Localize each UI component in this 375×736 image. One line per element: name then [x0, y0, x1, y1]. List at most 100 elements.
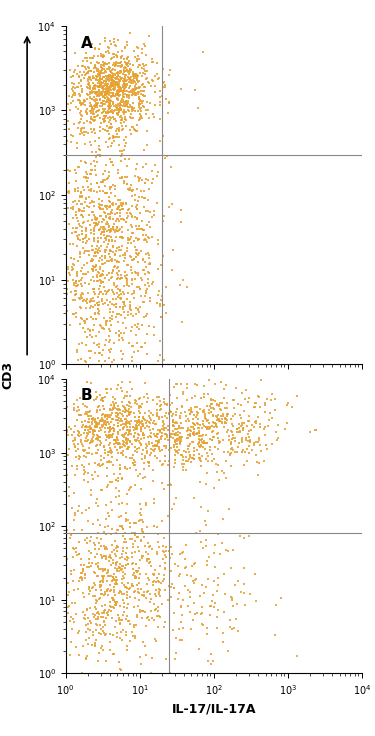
- Point: [144, 96, 150, 107]
- Point: [114, 105, 120, 116]
- Point: [105, 46, 111, 57]
- Point: [93, 214, 99, 226]
- Point: [235, 398, 241, 410]
- Point: [142, 193, 148, 205]
- Point: [102, 73, 108, 85]
- Point: [96, 57, 102, 69]
- Point: [128, 406, 134, 418]
- Point: [101, 50, 107, 62]
- Point: [113, 578, 119, 590]
- Point: [100, 418, 106, 430]
- Point: [132, 70, 138, 82]
- Point: [123, 417, 129, 428]
- Point: [66, 489, 72, 501]
- Point: [120, 101, 126, 113]
- Point: [99, 295, 105, 307]
- Point: [75, 279, 81, 291]
- Point: [78, 436, 84, 448]
- Point: [107, 96, 113, 108]
- Point: [88, 113, 94, 124]
- Point: [82, 573, 88, 584]
- Point: [130, 557, 136, 569]
- Point: [142, 233, 148, 245]
- Point: [116, 104, 122, 116]
- Point: [111, 468, 117, 480]
- Point: [99, 82, 105, 94]
- Point: [117, 110, 123, 122]
- Point: [97, 69, 103, 81]
- Point: [168, 442, 174, 453]
- Point: [120, 87, 126, 99]
- Point: [119, 634, 125, 646]
- Point: [127, 419, 133, 431]
- Point: [72, 294, 78, 306]
- Point: [92, 308, 98, 319]
- Point: [113, 73, 119, 85]
- Point: [117, 520, 123, 532]
- Point: [88, 214, 94, 226]
- Point: [135, 345, 141, 357]
- Point: [98, 623, 104, 634]
- Point: [150, 75, 156, 87]
- Point: [142, 177, 148, 188]
- Point: [102, 314, 108, 326]
- Point: [80, 181, 86, 193]
- Point: [132, 170, 138, 182]
- Point: [107, 296, 113, 308]
- Point: [111, 438, 117, 450]
- Point: [254, 450, 260, 461]
- Point: [174, 378, 180, 389]
- Point: [196, 643, 202, 655]
- Point: [172, 457, 178, 469]
- Point: [152, 440, 157, 452]
- Point: [268, 394, 274, 406]
- Point: [74, 198, 80, 210]
- Point: [146, 456, 152, 468]
- Point: [109, 268, 115, 280]
- Point: [133, 565, 139, 577]
- Point: [114, 107, 120, 119]
- Point: [75, 60, 81, 71]
- Point: [122, 56, 128, 68]
- Point: [167, 429, 173, 441]
- Point: [162, 455, 168, 467]
- Point: [120, 79, 126, 91]
- Point: [135, 70, 141, 82]
- Point: [105, 417, 111, 428]
- Point: [89, 413, 95, 425]
- Point: [87, 105, 93, 117]
- Point: [116, 438, 122, 450]
- Point: [138, 401, 144, 413]
- Point: [110, 98, 116, 110]
- Point: [248, 424, 254, 436]
- Point: [254, 397, 260, 408]
- Point: [120, 249, 126, 261]
- Point: [122, 568, 128, 580]
- Point: [161, 354, 167, 366]
- Point: [137, 651, 143, 663]
- Point: [75, 233, 81, 244]
- Point: [74, 137, 80, 149]
- Point: [96, 65, 102, 77]
- Point: [75, 425, 81, 436]
- Point: [168, 428, 174, 440]
- Point: [221, 606, 227, 618]
- Point: [102, 89, 108, 101]
- Point: [99, 409, 105, 421]
- Point: [147, 449, 153, 461]
- Point: [150, 417, 156, 428]
- Point: [120, 523, 126, 534]
- Point: [128, 425, 134, 437]
- Point: [74, 269, 80, 280]
- Point: [79, 97, 85, 109]
- Point: [108, 105, 114, 117]
- Point: [117, 81, 123, 93]
- Point: [128, 77, 134, 89]
- Point: [128, 231, 134, 243]
- Text: CD3: CD3: [1, 361, 14, 389]
- Point: [153, 405, 159, 417]
- Point: [94, 94, 100, 106]
- Point: [158, 434, 164, 445]
- Point: [93, 416, 99, 428]
- Point: [109, 284, 115, 296]
